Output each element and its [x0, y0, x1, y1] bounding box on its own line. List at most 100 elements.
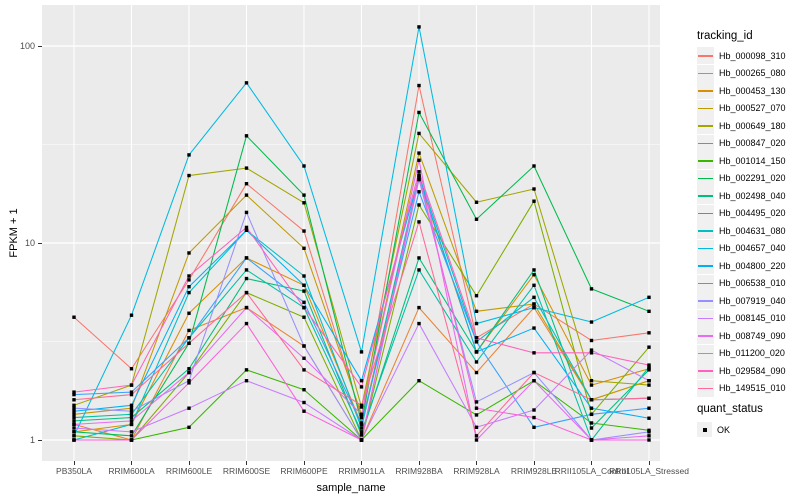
legend-key-line-icon	[697, 99, 714, 117]
legend-entry-Hb_002291_020: Hb_002291_020	[697, 169, 786, 187]
legend-entry-Hb_001014_150: Hb_001014_150	[697, 152, 786, 169]
data-point	[244, 321, 249, 326]
data-point	[302, 229, 306, 233]
legend-key-line-icon	[697, 362, 714, 379]
legend-entry-label: Hb_007919_040	[719, 295, 786, 306]
legend-key-line-icon	[697, 117, 714, 134]
data-point	[187, 336, 191, 340]
data-point	[244, 378, 249, 383]
legend-key-line	[698, 90, 713, 92]
data-point	[187, 370, 191, 375]
data-point	[589, 412, 594, 417]
data-point	[129, 367, 134, 371]
data-point	[417, 190, 421, 194]
data-point	[187, 406, 191, 410]
data-point	[129, 392, 134, 397]
data-point	[589, 351, 594, 355]
x-tick-label-RRIM600LE: RRIM600LE	[165, 466, 213, 476]
legend-key-line-icon	[697, 82, 714, 99]
data-point	[589, 320, 594, 324]
data-point	[72, 412, 76, 417]
data-point	[72, 392, 76, 397]
x-axis-title: sample_name	[316, 482, 386, 494]
data-point	[417, 170, 421, 174]
data-point	[474, 336, 479, 340]
legend-entry-label: Hb_149515_010	[719, 383, 786, 393]
legend-entry-label: Hb_004631_080	[719, 225, 786, 236]
data-point	[417, 177, 421, 182]
data-point	[359, 378, 364, 383]
x-tick-label-RRIM901LA: RRIM901LA	[338, 466, 385, 476]
legend-key-line	[698, 142, 713, 145]
legend-title-tracking-id: tracking_id	[697, 30, 753, 42]
data-point	[244, 290, 249, 295]
data-point	[302, 289, 306, 293]
x-tick-label-RRIM600PE: RRIM600PE	[280, 466, 328, 476]
x-tick-mark	[418, 461, 420, 465]
data-point	[129, 419, 134, 423]
data-point	[359, 350, 364, 354]
data-point	[359, 403, 364, 408]
data-point	[532, 187, 536, 191]
data-point	[72, 390, 76, 394]
data-point	[417, 220, 421, 224]
x-tick-mark	[361, 461, 362, 465]
legend-key-line-icon	[697, 187, 714, 204]
data-point	[647, 345, 651, 349]
data-point	[187, 381, 191, 385]
data-point	[647, 383, 651, 387]
x-tick-mark	[188, 461, 190, 465]
data-point	[72, 422, 76, 427]
data-point	[72, 315, 76, 319]
data-point	[302, 409, 306, 413]
data-point	[359, 412, 364, 417]
data-point	[589, 426, 594, 430]
legend-entry-Hb_000265_080: Hb_000265_080	[697, 64, 786, 82]
legend-key-line-icon	[697, 309, 714, 327]
legend-key-line	[698, 317, 713, 320]
data-point	[359, 422, 364, 427]
legend-entry-label: Hb_001014_150	[719, 155, 786, 166]
data-point	[532, 326, 536, 330]
y-tick-label: 100	[19, 41, 35, 51]
data-point	[129, 415, 134, 420]
legend-key-line-icon	[697, 152, 714, 169]
data-point	[474, 434, 479, 438]
legend-entry-label: Hb_004495_020	[719, 208, 786, 218]
data-point	[302, 246, 306, 250]
legend-entry-label: Hb_006538_010	[719, 278, 786, 288]
plot-panel	[42, 5, 660, 461]
x-tick-mark	[591, 461, 592, 465]
data-point	[532, 378, 536, 383]
data-point	[302, 315, 306, 319]
data-point	[72, 403, 76, 408]
legend-entry-Hb_000453_130: Hb_000453_130	[697, 82, 786, 99]
data-point	[417, 151, 421, 155]
x-tick-label-RRII105LA_Control: RRII105LA_Control	[554, 466, 629, 476]
x-tick-label-RRIM928LE: RRIM928LE	[510, 466, 558, 476]
data-point	[129, 422, 134, 427]
data-point	[302, 305, 306, 310]
legend-entry-label: Hb_000453_130	[719, 85, 786, 96]
x-tick-label-RRIM928LA: RRIM928LA	[453, 466, 500, 476]
data-point	[72, 406, 76, 410]
data-point	[474, 370, 479, 375]
legend-entry-Hb_000527_070: Hb_000527_070	[697, 99, 786, 117]
legend-entry-Hb_008145_010: Hb_008145_010	[697, 309, 786, 327]
data-point	[244, 305, 249, 310]
x-tick-label-PB350LA: PB350LA	[56, 466, 92, 476]
data-point	[647, 430, 651, 434]
legend-key-line-icon	[697, 64, 714, 82]
legend-entry-label: Hb_000527_070	[719, 103, 786, 113]
data-point	[244, 210, 249, 215]
legend-key-line-icon	[697, 327, 714, 344]
data-point	[187, 278, 191, 282]
legend-key-line	[698, 230, 713, 232]
data-point	[647, 295, 651, 300]
data-point	[589, 338, 594, 343]
black-square-point-icon	[702, 427, 707, 432]
legend-key-line	[698, 195, 713, 197]
legend-key-line	[698, 72, 713, 75]
data-point	[359, 385, 364, 389]
data-point	[532, 199, 536, 203]
